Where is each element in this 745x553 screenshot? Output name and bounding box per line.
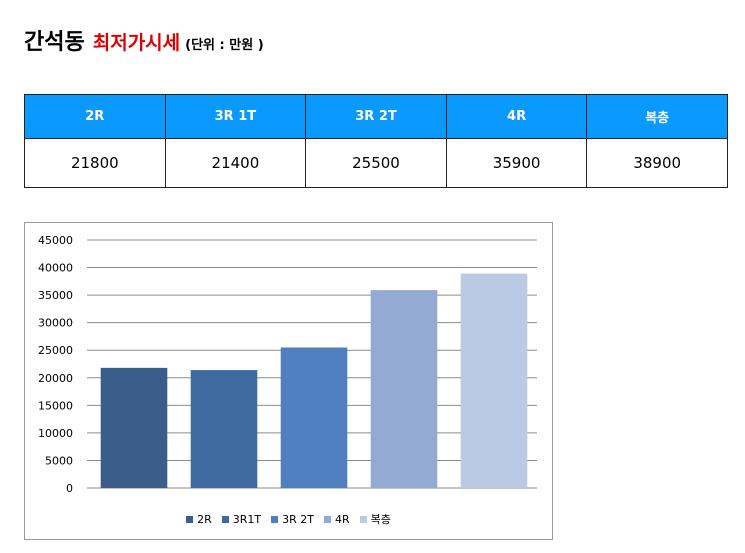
value-cell-2r: 21800 (24, 138, 166, 188)
legend-swatch (186, 515, 194, 523)
header-cell-duplex: 복층 (586, 94, 728, 139)
chart-plot: 0 5000 10000 15000 20000 25000 30000 35000 40000… (38, 234, 537, 495)
legend-item: 2R (186, 513, 212, 526)
legend-label: 3R 2T (282, 512, 314, 526)
price-table-row: 21800 21400 25500 35900 38900 (24, 138, 728, 188)
legend-swatch (221, 515, 229, 523)
header-cell-3r1t: 3R 1T (164, 94, 307, 139)
legend-label: 4R (334, 512, 350, 526)
legend-item: 3R 2T (271, 513, 314, 526)
legend-swatch (359, 515, 367, 523)
header-cell-4r: 4R (445, 94, 588, 139)
legend-item: 3R1T (221, 512, 262, 526)
bar-1 (190, 370, 258, 488)
value-cell-3r2t: 25500 (305, 138, 447, 188)
title-unit: (단위 : 만원 ) (185, 38, 264, 53)
bar-chart: 0 5000 10000 15000 20000 25000 30000 35000 40000… (24, 222, 553, 540)
y-tick-label: 0 (66, 482, 73, 495)
value-cell-3r1t: 21400 (164, 138, 307, 188)
title-location: 간석동 (24, 30, 85, 55)
legend-swatch (323, 515, 331, 523)
value-cell-duplex: 38900 (586, 138, 728, 188)
page-title: 간석동 최저가시세 (단위 : 만원 ) (24, 24, 264, 58)
y-tick-label: 5000 (45, 454, 73, 467)
bar-4 (460, 273, 528, 488)
y-tick-label: 10000 (38, 427, 73, 440)
y-tick-label: 45000 (38, 234, 73, 247)
y-tick-label: 30000 (38, 317, 73, 330)
legend-label: 2R (197, 512, 212, 526)
y-tick-label: 25000 (38, 344, 73, 357)
header-cell-3r2t: 3R 2T (305, 94, 447, 139)
header-cell-2r: 2R (24, 94, 166, 139)
legend-item: 복층 (359, 511, 391, 527)
price-table: 2R 3R 1T 3R 2T 4R 복층 21800 21400 25500 3… (24, 94, 728, 188)
y-tick-label: 20000 (38, 372, 73, 385)
y-tick-label: 40000 (38, 262, 73, 275)
legend-item: 4R (323, 512, 350, 526)
bar-0 (100, 367, 168, 488)
legend-label: 복층 (370, 513, 391, 526)
bar-3 (370, 290, 438, 488)
chart-legend: 2R 3R1T 3R 2T 4R 복층 (25, 511, 552, 527)
y-tick-label: 15000 (38, 399, 73, 412)
legend-swatch (271, 515, 279, 523)
title-subject: 최저가시세 (92, 32, 181, 54)
legend-label: 3R1T (232, 512, 262, 526)
y-tick-label: 35000 (38, 289, 73, 302)
price-table-header-row: 2R 3R 1T 3R 2T 4R 복층 (24, 94, 728, 139)
bar-2 (280, 347, 348, 488)
value-cell-4r: 35900 (445, 138, 588, 188)
